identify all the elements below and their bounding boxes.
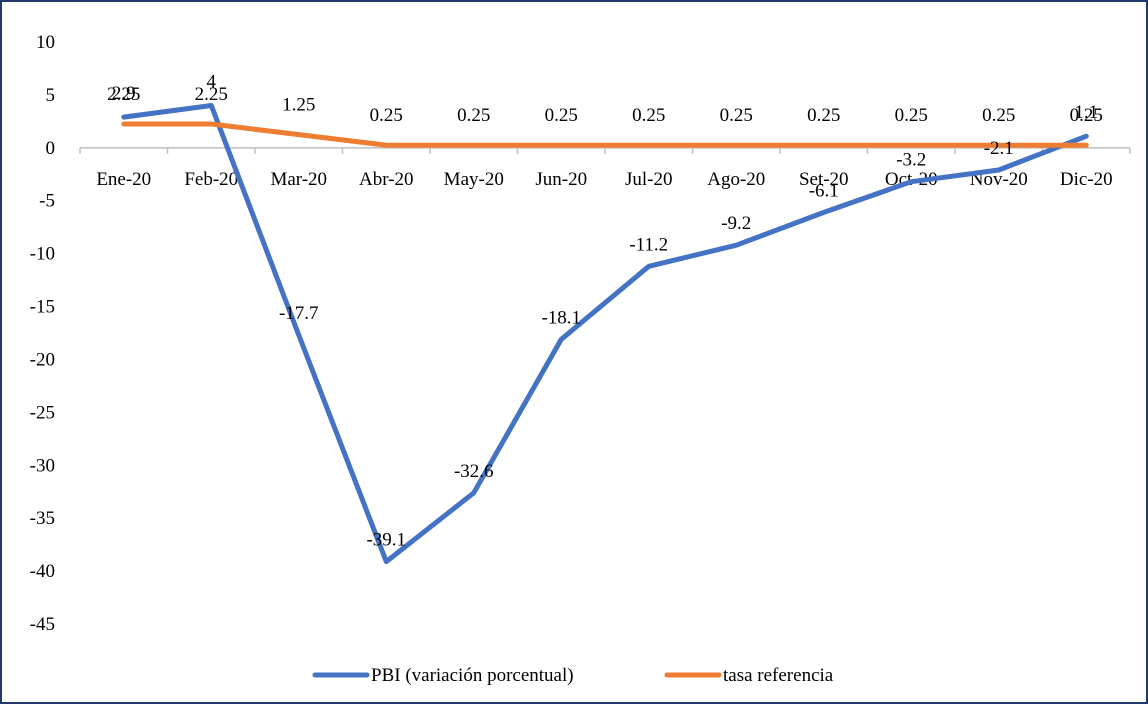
data-label: 0.25 bbox=[895, 105, 928, 126]
y-tick-label: -20 bbox=[30, 349, 55, 370]
data-label: 2.25 bbox=[107, 84, 140, 105]
data-label: 0.25 bbox=[720, 105, 753, 126]
data-label: -17.7 bbox=[279, 303, 319, 324]
x-tick-label: Ago-20 bbox=[707, 169, 765, 190]
data-label: 0.25 bbox=[545, 105, 578, 126]
data-label: 0.25 bbox=[807, 105, 840, 126]
data-label: 4 bbox=[207, 71, 217, 92]
series-line-1 bbox=[121, 121, 1089, 148]
data-label: 2.9 bbox=[112, 83, 136, 104]
data-label: -2.1 bbox=[984, 138, 1014, 159]
data-label: -3.2 bbox=[896, 150, 926, 171]
y-tick-label: -5 bbox=[39, 191, 55, 212]
data-label: -18.1 bbox=[541, 307, 581, 328]
x-tick-label: Mar-20 bbox=[270, 169, 327, 190]
x-tick-label: Jul-20 bbox=[625, 169, 673, 190]
legend-label: PBI (variación porcentual) bbox=[371, 665, 574, 686]
data-label: 0.25 bbox=[1070, 105, 1103, 126]
y-tick-label: 0 bbox=[46, 138, 56, 159]
data-label: 2.25 bbox=[195, 84, 228, 105]
y-tick-label: -15 bbox=[30, 297, 55, 318]
x-tick-label: May-20 bbox=[444, 169, 504, 190]
data-label: 0.25 bbox=[457, 105, 490, 126]
x-tick-label: Set-20 bbox=[799, 169, 849, 190]
x-tick-label: Abr-20 bbox=[359, 169, 414, 190]
data-label: 1.25 bbox=[282, 95, 315, 116]
y-tick-label: -45 bbox=[30, 614, 55, 635]
x-axis: Ene-20 Feb-20 Mar-20 Abr-20 May-20 Jun-20 Jul-… bbox=[79, 147, 1131, 190]
x-tick-label: Jun-20 bbox=[535, 169, 587, 190]
x-tick-label: Feb-20 bbox=[184, 169, 238, 190]
data-label: -11.2 bbox=[629, 234, 668, 255]
series-line-0 bbox=[121, 103, 1089, 565]
data-label: -6.1 bbox=[809, 180, 839, 201]
data-label: 0.25 bbox=[370, 105, 403, 126]
y-tick-label: 5 bbox=[46, 85, 56, 106]
data-label: 1.1 bbox=[1074, 102, 1098, 123]
series-group bbox=[121, 103, 1089, 565]
y-tick-label: -25 bbox=[30, 402, 55, 423]
y-tick-label: -30 bbox=[30, 455, 55, 476]
y-tick-label: 10 bbox=[36, 32, 55, 53]
data-label: -32.6 bbox=[454, 461, 494, 482]
data-label: 0.25 bbox=[982, 105, 1015, 126]
y-tick-label: -10 bbox=[30, 244, 55, 265]
y-axis: 10 5 0 -5 -10 -15 -20 -25 -30 -35 -40 -45 bbox=[30, 32, 55, 635]
data-label: -9.2 bbox=[721, 213, 751, 234]
y-tick-label: -40 bbox=[30, 561, 55, 582]
legend: PBI (variación porcentual) tasa referenci… bbox=[312, 665, 834, 686]
y-tick-label: -35 bbox=[30, 508, 55, 529]
data-labels: 2.9 4 -17.7 -39.1 -32.6 -18.1 -11.2 -9.2 -6.1 -3.… bbox=[107, 71, 1103, 550]
data-label: 0.25 bbox=[632, 105, 665, 126]
x-tick-label: Dic-20 bbox=[1060, 169, 1113, 190]
x-tick-label: Ene-20 bbox=[96, 169, 151, 190]
legend-label: tasa referencia bbox=[723, 665, 834, 686]
data-label: -39.1 bbox=[366, 530, 406, 551]
